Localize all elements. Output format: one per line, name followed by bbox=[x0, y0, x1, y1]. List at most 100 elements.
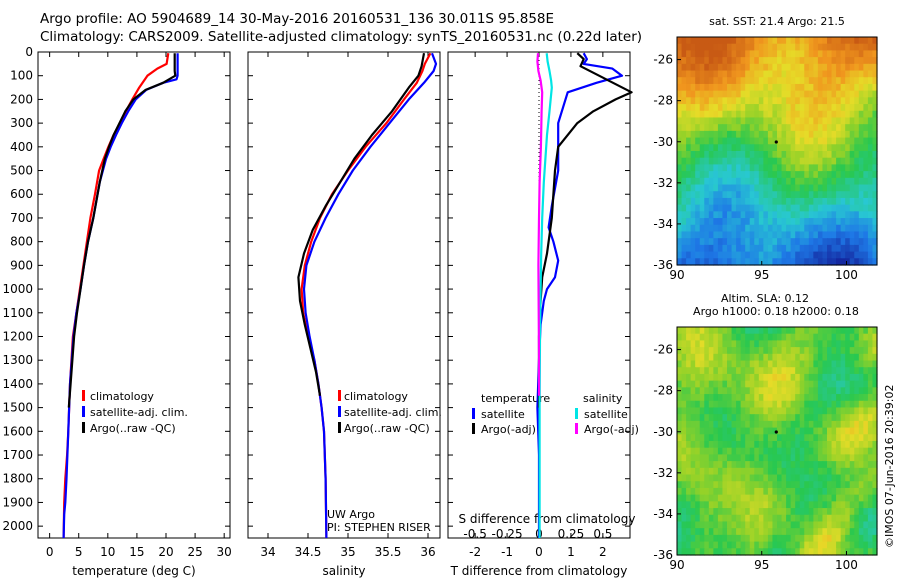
depth-tick-label: 2000 bbox=[2, 519, 33, 533]
depth-tick-label: 200 bbox=[10, 92, 33, 106]
difference-legend-swatch bbox=[575, 408, 578, 419]
salinity-legend-swatch bbox=[338, 422, 341, 433]
temperature-xlabel: temperature (deg C) bbox=[72, 564, 195, 578]
depth-tick-label: 1600 bbox=[2, 424, 33, 438]
depth-tick-label: 800 bbox=[10, 235, 33, 249]
sla_map-ytick-label: -26 bbox=[653, 343, 673, 357]
temperature-plot-frame bbox=[37, 51, 231, 539]
temperature-panel: 0100200300400500600700800900100011001200… bbox=[2, 45, 231, 578]
temperature-xtick-label: 30 bbox=[217, 545, 232, 559]
legend-header-temperature: temperature bbox=[481, 392, 550, 405]
difference-legend-swatch bbox=[472, 408, 475, 419]
salinity-xtick-label: 36 bbox=[420, 545, 435, 559]
s-difference-label: S difference from climatology bbox=[459, 512, 636, 526]
sst_map-ytick-label: -26 bbox=[653, 53, 673, 67]
sla_map-xtick-label: 90 bbox=[669, 558, 684, 572]
sst_map-frame bbox=[676, 36, 878, 266]
figure-title-line2: Climatology: CARS2009. Satellite-adjuste… bbox=[40, 29, 643, 45]
temperature-legend-label: satellite-adj. clim. bbox=[90, 406, 188, 419]
depth-tick-label: 400 bbox=[10, 140, 33, 154]
figure-title-line1: Argo profile: AO 5904689_14 30-May-2016 … bbox=[40, 11, 555, 27]
differences-xtick-label: -2 bbox=[469, 545, 481, 559]
depth-tick-label: 1000 bbox=[2, 282, 33, 296]
sst-map-title: sat. SST: 21.4 Argo: 21.5 bbox=[709, 15, 845, 28]
depth-tick-label: 1800 bbox=[2, 472, 33, 486]
depth-tick-label: 1100 bbox=[2, 306, 33, 320]
differences-xlabel: T difference from climatology bbox=[450, 564, 628, 578]
depth-tick-label: 1300 bbox=[2, 353, 33, 367]
sla_map-argo-marker bbox=[774, 430, 778, 434]
imos-stamp: ©IMOS 07-Jun-2016 20:39:02 bbox=[883, 384, 896, 548]
difference-legend-label: Argo(-adj) bbox=[481, 423, 536, 436]
depth-tick-label: 100 bbox=[10, 69, 33, 83]
differences-xtick-label: 1 bbox=[567, 545, 575, 559]
s-difference-tick-label: -0.25 bbox=[492, 527, 523, 541]
temperature-xtick-label: 10 bbox=[100, 545, 115, 559]
s-difference-tick-label: 0.25 bbox=[558, 527, 585, 541]
sst_map-ytick-label: -30 bbox=[653, 135, 673, 149]
salinity-series-line bbox=[297, 53, 426, 396]
temperature-xtick-label: 5 bbox=[75, 545, 83, 559]
sst_map-field bbox=[677, 37, 878, 266]
temperature-legend-label: climatology bbox=[90, 390, 154, 403]
s-difference-tick-label: 0.5 bbox=[593, 527, 612, 541]
temperature-xtick-label: 15 bbox=[129, 545, 144, 559]
salinity-legend-label: climatology bbox=[344, 390, 408, 403]
differences-xtick-label: 2 bbox=[599, 545, 607, 559]
difference-legend-swatch bbox=[472, 423, 475, 434]
uw-argo-label: UW Argo bbox=[327, 508, 375, 521]
salinity-xtick-label: 34 bbox=[260, 545, 275, 559]
salinity-series-line bbox=[302, 52, 438, 539]
sst_map-xtick-label: 90 bbox=[669, 268, 684, 282]
sst_map-ytick-label: -34 bbox=[653, 217, 673, 231]
differences-xtick-label: -1 bbox=[501, 545, 513, 559]
depth-tick-label: 700 bbox=[10, 211, 33, 225]
sla-map-title-line1: Altim. SLA: 0.12 bbox=[721, 292, 809, 305]
salinity-xtick-label: 35.5 bbox=[375, 545, 402, 559]
depth-tick-label: 0 bbox=[25, 45, 33, 59]
difference-series-line bbox=[536, 53, 544, 396]
salinity-xtick-label: 35 bbox=[340, 545, 355, 559]
temperature-xtick-label: 0 bbox=[46, 545, 54, 559]
salinity-legend-label: Argo(..raw -QC) bbox=[344, 422, 430, 435]
sla_map-ytick-label: -36 bbox=[653, 548, 673, 562]
temperature-legend-label: Argo(..raw -QC) bbox=[90, 422, 176, 435]
s-difference-tick-label: -0.5 bbox=[463, 527, 486, 541]
sla_map-field bbox=[677, 327, 878, 556]
depth-tick-label: 300 bbox=[10, 116, 33, 130]
depth-tick-label: 1700 bbox=[2, 448, 33, 462]
salinity-panel: 34 34.5 35 35.5 36 salinity climatology satelli… bbox=[247, 51, 442, 578]
temperature-xtick-label: 20 bbox=[158, 545, 173, 559]
temperature-legend-swatch bbox=[82, 422, 85, 433]
difference-legend-label: Argo(-adj) bbox=[584, 423, 639, 436]
temperature-legend-swatch bbox=[82, 390, 85, 401]
salinity-legend-swatch bbox=[338, 406, 341, 417]
differences-xtick-label: 0 bbox=[535, 545, 543, 559]
sst_map-xtick-label: 100 bbox=[835, 268, 858, 282]
sst_map-argo-marker bbox=[774, 140, 778, 144]
sst_map-xtick-label: 95 bbox=[754, 268, 769, 282]
depth-tick-label: 500 bbox=[10, 164, 33, 178]
depth-tick-label: 1900 bbox=[2, 495, 33, 509]
temperature-legend-swatch bbox=[82, 406, 85, 417]
salinity-xlabel: salinity bbox=[322, 564, 365, 578]
legend-header-salinity: salinity bbox=[583, 392, 623, 405]
salinity-legend-label: satellite-adj. clim. bbox=[344, 406, 442, 419]
temperature-series-line bbox=[67, 53, 177, 408]
temperature-xtick-label: 25 bbox=[187, 545, 202, 559]
difference-series-line bbox=[538, 53, 553, 538]
salinity-xtick-label: 34.5 bbox=[295, 545, 322, 559]
sla_map-ytick-label: -28 bbox=[653, 384, 673, 398]
sst_map-panel: 90 95 100 -26 -28 -30 -32 -34 -36 sat. SST: 21.4 … bbox=[653, 15, 878, 282]
depth-tick-label: 1400 bbox=[2, 377, 33, 391]
sla_map-ytick-label: -30 bbox=[653, 425, 673, 439]
differences-panel: -2 -1 0 1 2 T difference from climatology S di… bbox=[447, 51, 639, 578]
sla_map-panel: 90 95 100 -26 -28 -30 -32 -34 -36 Altim. SLA: 0.1… bbox=[653, 292, 878, 572]
depth-tick-label: 600 bbox=[10, 187, 33, 201]
difference-legend-label: satellite bbox=[481, 408, 525, 421]
salinity-plot-frame bbox=[247, 51, 441, 539]
difference-legend-swatch bbox=[575, 423, 578, 434]
sla_map-xtick-label: 95 bbox=[754, 558, 769, 572]
